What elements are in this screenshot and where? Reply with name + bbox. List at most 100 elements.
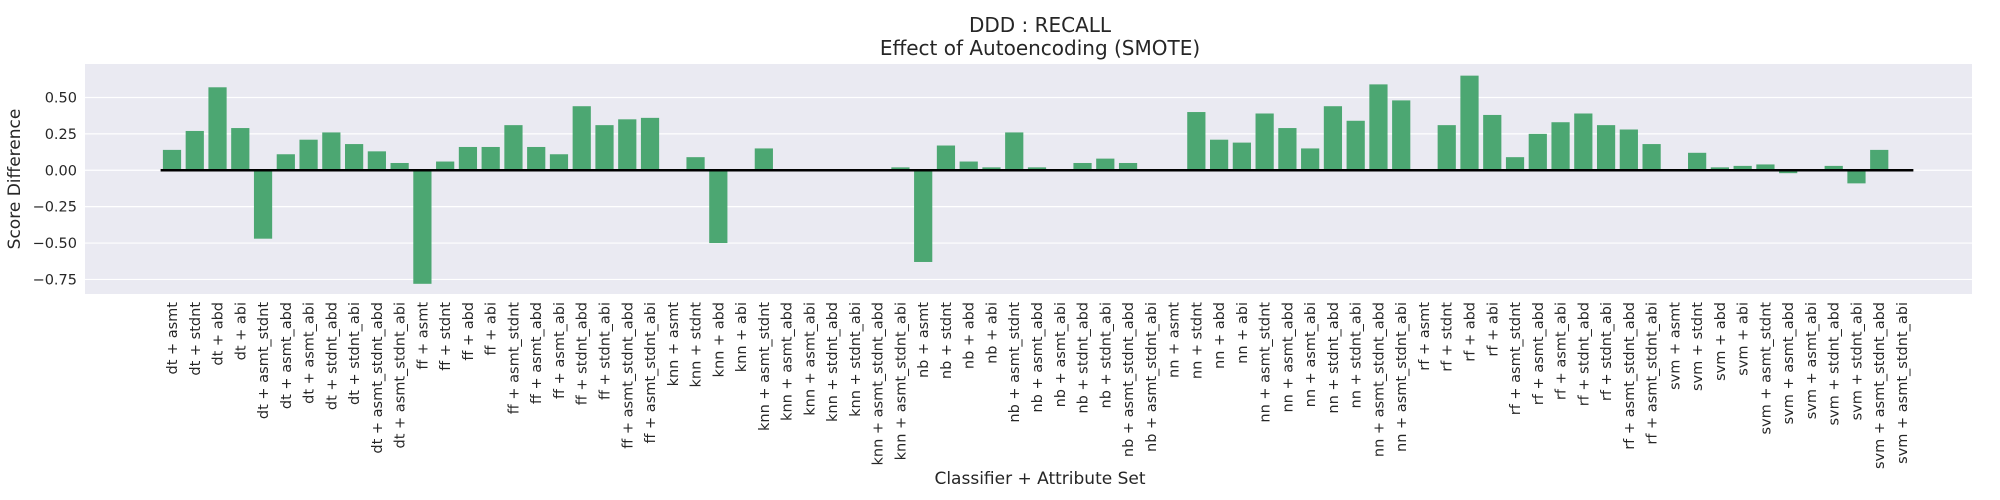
bar bbox=[1733, 165, 1752, 171]
x-tick-label: dt + stdnt bbox=[188, 302, 204, 376]
x-tick-label: knn + stdnt bbox=[689, 302, 705, 388]
chart-title: DDD : RECALL bbox=[969, 13, 1112, 37]
x-tick-label: rf + asmt_stdnt_abi bbox=[1645, 302, 1661, 445]
bar bbox=[1460, 75, 1479, 171]
x-tick-label: nn + asmt_abd bbox=[1280, 302, 1296, 413]
x-tick-label: knn + stdnt_abd bbox=[825, 302, 841, 422]
bar bbox=[436, 161, 455, 171]
x-tick-label: ff + abd bbox=[461, 302, 477, 361]
bar bbox=[1619, 129, 1638, 171]
bar bbox=[1870, 149, 1889, 171]
x-tick-label: knn + asmt_abd bbox=[780, 302, 796, 421]
bar bbox=[686, 157, 705, 171]
y-tick-label: 0.50 bbox=[45, 90, 77, 106]
x-tick-label: knn + asmt_stdnt_abd bbox=[871, 302, 887, 466]
bar bbox=[162, 149, 182, 171]
x-tick-label: svm + abi bbox=[1736, 302, 1752, 376]
x-tick-label: rf + abi bbox=[1485, 302, 1501, 357]
bar bbox=[640, 117, 660, 171]
bar bbox=[413, 170, 432, 284]
x-tick-label: knn + abd bbox=[711, 302, 727, 377]
x-tick-label: nn + asmt_stdnt_abd bbox=[1371, 302, 1387, 457]
x-tick-label: nn + asmt_stdnt_abi bbox=[1394, 302, 1410, 452]
x-tick-label: dt + asmt bbox=[165, 302, 181, 375]
bar bbox=[1596, 125, 1616, 171]
y-tick-label: 0.00 bbox=[45, 163, 77, 179]
x-tick-label: rf + asmt_abd bbox=[1531, 302, 1547, 405]
bar bbox=[1323, 106, 1343, 171]
x-tick-label: nn + asmt_stdnt bbox=[1258, 302, 1274, 423]
x-tick-labels: dt + asmt dt + stdnt dt + abd dt + abi dt + … bbox=[165, 302, 1911, 469]
bar bbox=[1642, 144, 1661, 171]
x-tick-label: nb + stdnt_abd bbox=[1076, 302, 1092, 414]
bar bbox=[1688, 152, 1707, 171]
x-tick-label: rf + abd bbox=[1463, 302, 1479, 362]
x-tick-label: svm + asmt_stdnt bbox=[1758, 302, 1774, 435]
bar bbox=[1187, 112, 1206, 171]
bar bbox=[549, 154, 569, 171]
bar bbox=[1483, 114, 1502, 171]
bar bbox=[1437, 125, 1456, 171]
bar bbox=[253, 170, 273, 239]
bar bbox=[1710, 167, 1729, 171]
x-tick-label: svm + stdnt_abd bbox=[1827, 302, 1843, 426]
bar bbox=[1005, 132, 1024, 171]
x-tick-label: nb + asmt_abi bbox=[1053, 302, 1069, 407]
bar bbox=[709, 170, 728, 244]
bar bbox=[345, 144, 364, 171]
bar bbox=[1301, 148, 1320, 171]
x-tick-label: ff + asmt_stdnt_abd bbox=[620, 302, 636, 449]
y-tick-label: −0.75 bbox=[33, 272, 77, 288]
x-tick-label: nb + asmt_stdnt_abi bbox=[1144, 302, 1160, 452]
x-tick-label: svm + asmt_stdnt_abi bbox=[1895, 302, 1911, 464]
x-tick-label: nn + asmt bbox=[1167, 302, 1183, 378]
chart-subtitle: Effect of Autoencoding (SMOTE) bbox=[880, 36, 1200, 60]
x-tick-label: nb + asmt_abd bbox=[1030, 302, 1046, 413]
bar bbox=[1824, 165, 1843, 171]
x-tick-label: svm + stdnt_abi bbox=[1849, 302, 1865, 420]
y-tick-labels: −0.75 −0.50 −0.25 0.00 0.25 0.50 bbox=[33, 90, 77, 288]
x-tick-label: svm + asmt bbox=[1667, 302, 1683, 390]
x-tick-label: rf + stdnt_abi bbox=[1599, 302, 1615, 401]
bar bbox=[481, 146, 500, 171]
bar bbox=[1210, 139, 1229, 171]
bar bbox=[936, 145, 956, 171]
bar bbox=[1096, 158, 1115, 171]
x-tick-label: knn + asmt_abi bbox=[802, 302, 818, 416]
bar bbox=[185, 130, 204, 171]
bar bbox=[458, 146, 478, 171]
bar bbox=[1278, 128, 1297, 171]
bar bbox=[1346, 120, 1365, 171]
x-tick-label: nb + asmt_stdnt_abd bbox=[1121, 302, 1137, 457]
x-tick-label: dt + asmt_stdnt bbox=[256, 302, 272, 419]
x-tick-label: nb + asmt bbox=[916, 302, 932, 378]
bar bbox=[1551, 122, 1570, 171]
bar bbox=[1118, 162, 1138, 171]
x-tick-label: dt + stdnt_abi bbox=[347, 302, 363, 405]
x-tick-label: nn + abd bbox=[1212, 302, 1228, 369]
bar bbox=[208, 87, 227, 171]
x-tick-label: knn + asmt bbox=[666, 302, 682, 387]
plot-area bbox=[85, 64, 1972, 294]
bar bbox=[322, 132, 341, 171]
y-tick-label: 0.25 bbox=[45, 127, 77, 143]
bar bbox=[367, 151, 386, 171]
bar bbox=[1574, 113, 1593, 171]
bars bbox=[162, 75, 1889, 284]
bar bbox=[276, 154, 295, 171]
x-tick-label: nb + stdnt_abi bbox=[1098, 302, 1114, 408]
x-tick-label: ff + asmt_stdnt_abi bbox=[643, 302, 659, 444]
x-tick-label: dt + asmt_stdnt_abd bbox=[370, 302, 386, 454]
bar bbox=[891, 167, 910, 171]
x-tick-label: rf + asmt_stdnt bbox=[1508, 302, 1524, 416]
x-tick-label: nn + stdnt_abi bbox=[1349, 302, 1365, 408]
bar bbox=[1779, 170, 1798, 174]
x-tick-label: ff + asmt_abi bbox=[552, 302, 568, 399]
bar bbox=[1505, 157, 1525, 171]
bar bbox=[1528, 133, 1547, 171]
bar bbox=[595, 125, 614, 171]
x-axis-label: Classifier + Attribute Set bbox=[934, 469, 1145, 489]
x-tick-label: rf + asmt bbox=[1417, 302, 1433, 371]
x-tick-label: rf + stdnt bbox=[1440, 302, 1456, 372]
